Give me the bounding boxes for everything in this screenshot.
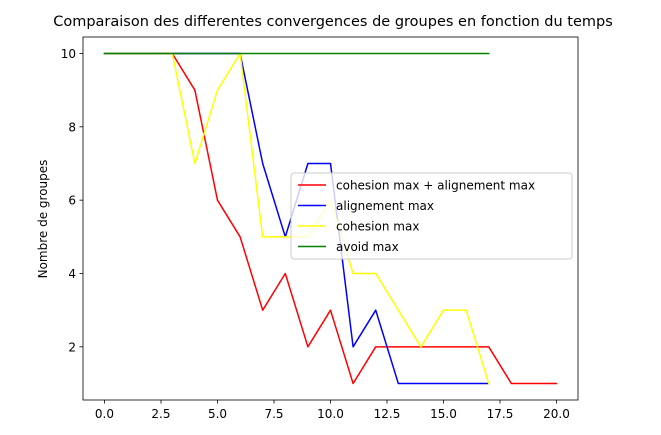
- legend-box: [290, 172, 573, 260]
- y-axis-label: Nombre de groupes: [36, 160, 50, 279]
- legend: cohesion max + alignement max alignement …: [290, 172, 573, 260]
- series-line-0: [103, 52, 558, 385]
- chart-title: Comparaison des differentes convergences…: [53, 14, 613, 30]
- y-tick-label: 4: [68, 267, 76, 281]
- x-tick-label: 17.5: [487, 407, 514, 421]
- legend-label-3: avoid max: [336, 240, 399, 254]
- legend-label-1: alignement max: [336, 199, 434, 213]
- x-tick-label: 10.0: [317, 407, 344, 421]
- y-tick-label: 2: [68, 340, 76, 354]
- y-axis: 2 4 6 8 10: [61, 47, 83, 354]
- y-tick-label: 8: [68, 120, 76, 134]
- x-tick-label: 7.5: [264, 407, 283, 421]
- legend-label-2: cohesion max: [336, 220, 419, 234]
- y-tick-label: 10: [61, 47, 76, 61]
- x-tick-label: 20.0: [543, 407, 570, 421]
- x-tick-label: 12.5: [374, 407, 401, 421]
- x-tick-label: 0.0: [95, 407, 114, 421]
- x-tick-label: 5.0: [208, 407, 227, 421]
- legend-label-0: cohesion max + alignement max: [336, 179, 535, 193]
- x-axis: 0.0 2.5 5.0 7.5 10.0 12.5 15.0 17.5 20.0: [95, 400, 570, 421]
- x-tick-label: 2.5: [151, 407, 170, 421]
- y-tick-label: 6: [68, 194, 76, 208]
- x-tick-label: 15.0: [430, 407, 457, 421]
